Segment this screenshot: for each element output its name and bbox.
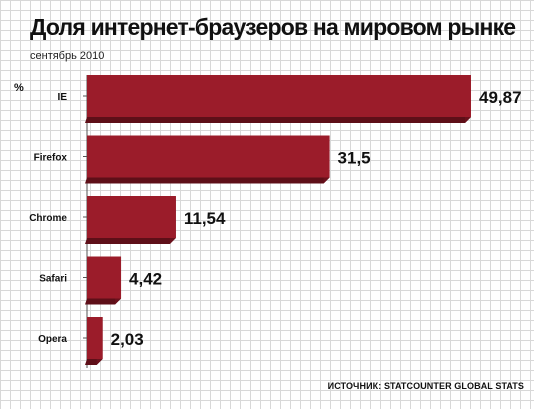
value-label-firefox: 31,5 <box>338 149 371 168</box>
bar-opera <box>87 317 103 359</box>
bar-bottom-chrome <box>85 238 176 244</box>
chart-title: Доля интернет-браузеров на мировом рынке <box>30 14 516 40</box>
axis-unit-label: % <box>14 82 24 94</box>
category-label-opera: Opera <box>38 334 67 345</box>
source-note: ИСТОЧНИК: STATCOUNTER GLOBAL STATS <box>327 381 524 391</box>
bar-bottom-safari <box>85 298 122 305</box>
value-label-opera: 2,03 <box>111 330 144 349</box>
value-label-ie: 49,87 <box>479 88 522 107</box>
value-label-safari: 4,42 <box>129 270 162 289</box>
bar-safari <box>87 256 122 299</box>
bar-bottom-firefox <box>85 177 330 184</box>
bar-ie <box>87 75 471 117</box>
category-label-safari: Safari <box>39 274 67 285</box>
category-label-firefox: Firefox <box>34 153 68 164</box>
value-label-chrome: 11,54 <box>184 209 226 228</box>
chart-subtitle: сентябрь 2010 <box>30 50 105 62</box>
category-label-chrome: Chrome <box>29 213 67 224</box>
category-label-ie: IE <box>58 92 68 103</box>
bar-bottom-ie <box>85 117 471 123</box>
bar-firefox <box>87 135 330 178</box>
bar-chrome <box>87 196 176 238</box>
